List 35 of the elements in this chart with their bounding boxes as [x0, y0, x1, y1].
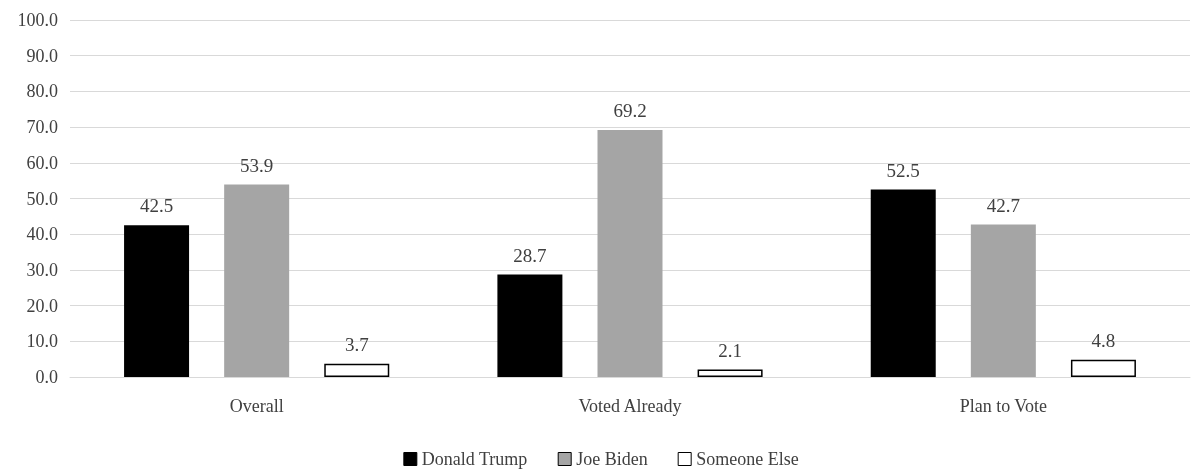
- y-tick-label: 10.0: [26, 331, 58, 352]
- y-tick-label: 70.0: [26, 117, 58, 138]
- legend-label: Someone Else: [696, 449, 799, 469]
- bar: [124, 225, 190, 377]
- data-label: 4.8: [1091, 329, 1116, 351]
- data-label: 69.2: [613, 99, 647, 121]
- y-tick-label: 60.0: [26, 152, 58, 173]
- data-label: 52.5: [886, 159, 920, 181]
- bar: [870, 189, 936, 377]
- data-label: 2.1: [718, 339, 742, 361]
- y-tick-label: 90.0: [26, 45, 58, 66]
- x-tick-label: Overall: [229, 396, 284, 416]
- bar: [224, 184, 290, 377]
- x-tick-label: Voted Already: [578, 396, 682, 416]
- bar: [497, 274, 563, 377]
- data-label: 28.7: [513, 244, 547, 266]
- y-tick-label: 0.0: [35, 367, 58, 387]
- y-tick-label: 30.0: [26, 259, 58, 280]
- y-tick-label: 50.0: [26, 188, 58, 209]
- y-tick-label: 100.0: [17, 10, 58, 30]
- x-tick-label: Plan to Vote: [959, 396, 1048, 416]
- bar: [697, 369, 763, 377]
- y-tick-label: 40.0: [26, 224, 58, 245]
- legend-label: Joe Biden: [576, 449, 648, 469]
- data-label: 42.5: [139, 195, 174, 217]
- bar: [324, 363, 390, 377]
- data-label: 53.9: [240, 154, 274, 176]
- data-label: 42.7: [986, 194, 1020, 216]
- legend-label: Donald Trump: [421, 449, 528, 469]
- y-tick-label: 20.0: [26, 295, 58, 316]
- bar: [1070, 359, 1136, 377]
- bar: [970, 224, 1036, 377]
- bar: [597, 129, 663, 377]
- y-tick-label: 80.0: [26, 81, 58, 102]
- data-label: 3.7: [344, 333, 369, 355]
